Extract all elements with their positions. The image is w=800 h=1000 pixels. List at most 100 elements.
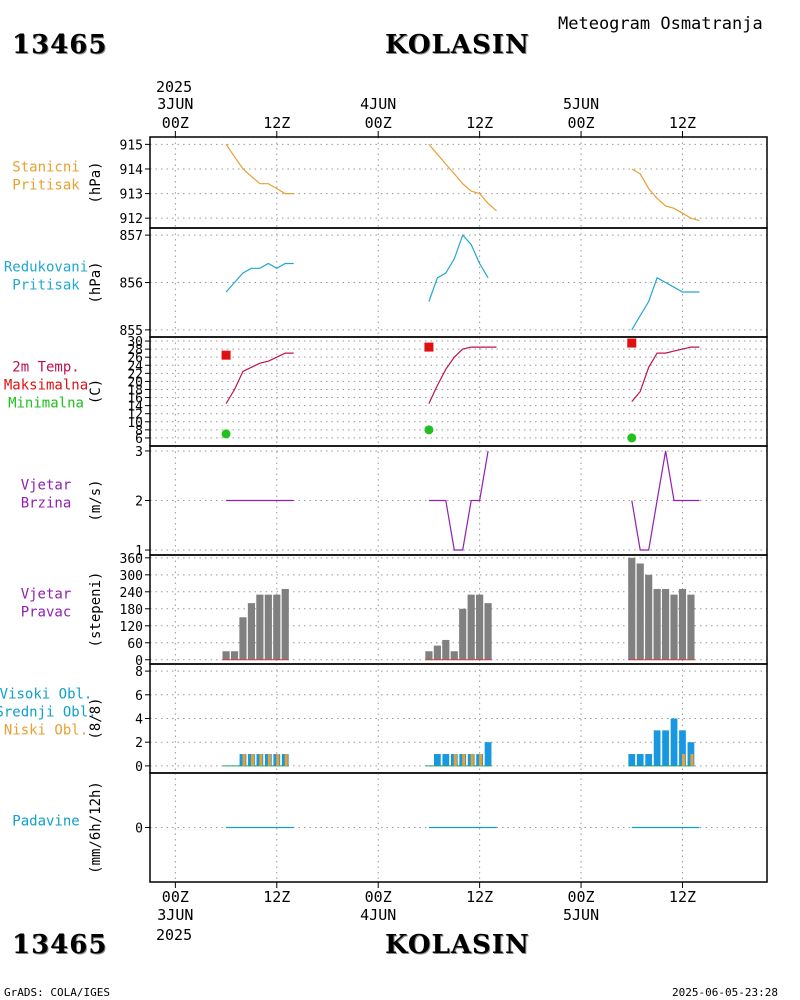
top-time-label: 12Z [263,114,290,132]
bar-visoki-obl- [628,754,636,766]
bottom-time-label: 00Z [568,888,595,906]
bar-direction [459,608,467,660]
bar-direction [645,574,653,660]
series-line-pressure [631,168,700,222]
panel-label: Redukovani [4,260,88,276]
bottom-time-label: 12Z [263,888,290,906]
top-date-label: 3JUN [157,95,193,113]
bar-visoki-obl- [679,730,686,766]
bar-direction [247,603,256,660]
bottom-time-label: 12Z [466,888,493,906]
y-tick-label: 855 [120,324,143,339]
y-tick-label: 0 [135,654,143,669]
station-name-bottom: KOLASIN [385,930,530,960]
y-tick-label: 8 [135,665,143,680]
y-tick-label: 10 [127,416,143,431]
station-id-bottom: 13465 [12,930,108,960]
bar-direction [670,594,678,660]
panel-label: 2m Temp. [12,360,79,376]
y-tick-label: 912 [120,212,143,227]
panel-label: Brzina [21,496,72,512]
bar-visoki-obl- [653,730,661,766]
y-tick-label: 0 [135,760,143,775]
panel-oblaci: 0 2 4 6 8 (8/8)Visoki Obl. Srednji Obl. Niski O… [0,663,768,775]
top-date-label: 5JUN [563,95,599,113]
bar-direction [661,588,670,660]
bar-direction [281,588,289,660]
series-line-pressure [631,276,700,331]
bottom-time-label: 00Z [162,888,189,906]
top-date-label: 4JUN [360,95,396,113]
panel-label: Vjetar [21,587,72,603]
bar-direction [653,588,661,660]
unit-label: (hPa) [88,261,104,303]
bar-direction [467,594,475,660]
bar-visoki-obl- [645,754,653,766]
bar-direction [264,594,272,660]
marker-minimalna [221,429,231,439]
station-name-top: KOLASIN [385,30,530,60]
bar-direction [256,594,264,660]
y-tick-label: 1 [135,544,143,559]
series-line-pressure [225,144,294,195]
y-tick-label: 24 [127,359,143,374]
bar-visoki-obl- [670,718,678,766]
panel-vjetar-pravac: 0 60 120 180 240 300 360 (stepeni) Vjetar Pravac [21,552,768,669]
y-tick-label: 16 [127,392,143,407]
bar-direction [484,603,492,660]
bottom-date-label: 5JUN [563,906,599,924]
bar-niski-obl- [462,754,466,766]
bottom-year-label: 2025 [156,926,192,944]
y-tick-label: 120 [120,620,143,635]
panel-stanicni-pritisak: 912 913 914 915 (hPa) Stanicni Pritisak [12,136,768,229]
bar-niski-obl- [284,754,288,766]
series-line-2m-temp- [631,346,700,402]
panel-label: Niski Obl. [4,723,88,739]
bar-direction [678,588,687,660]
series-line-pressure [428,233,489,302]
bar-niski-obl- [276,754,280,766]
bar-direction [687,594,695,660]
bar-niski-obl- [259,754,263,766]
footer-credit: GrADS: COLA/IGES [4,986,110,999]
y-tick-label: 6 [135,689,143,704]
series-line-pressure [225,262,294,293]
marker-minimalna [424,425,434,435]
series-line-speed [631,450,700,551]
station-id-top: 13465 [12,30,108,60]
bar-niski-obl- [681,754,686,766]
panel-label: Srednji Obl. [0,705,97,721]
y-tick-label: 18 [127,383,143,398]
unit-label: (mm/6h/12h) [88,781,104,874]
bar-direction [239,617,247,660]
bar-direction [222,651,230,660]
bar-visoki-obl- [442,754,450,766]
y-tick-label: 30 [127,335,143,350]
bar-niski-obl- [479,754,483,766]
y-tick-label: 915 [120,138,143,153]
bar-visoki-obl- [484,742,492,766]
y-tick-label: 4 [135,713,143,728]
series-line-2m-temp- [428,346,497,404]
y-tick-label: 60 [127,637,143,652]
y-tick-label: 856 [120,277,143,292]
panel-frame [149,772,768,883]
bar-niski-obl- [453,754,457,766]
bottom-date-label: 3JUN [157,906,193,924]
unit-label: (m/s) [88,479,104,521]
marker-minimalna [627,433,637,443]
bar-niski-obl- [267,754,271,766]
bar-direction [442,639,450,660]
y-tick-label: 300 [120,569,143,584]
y-tick-label: 914 [120,163,144,178]
bar-niski-obl- [242,754,246,766]
bar-direction [636,563,644,660]
unit-label: (C) [88,379,104,404]
y-tick-label: 2 [135,495,143,510]
panel-label: Maksimalna [4,378,88,394]
y-tick-label: 26 [127,351,143,366]
y-tick-label: 20 [127,375,143,390]
panel-label: Visoki Obl. [0,687,92,703]
y-tick-label: 857 [120,229,143,244]
